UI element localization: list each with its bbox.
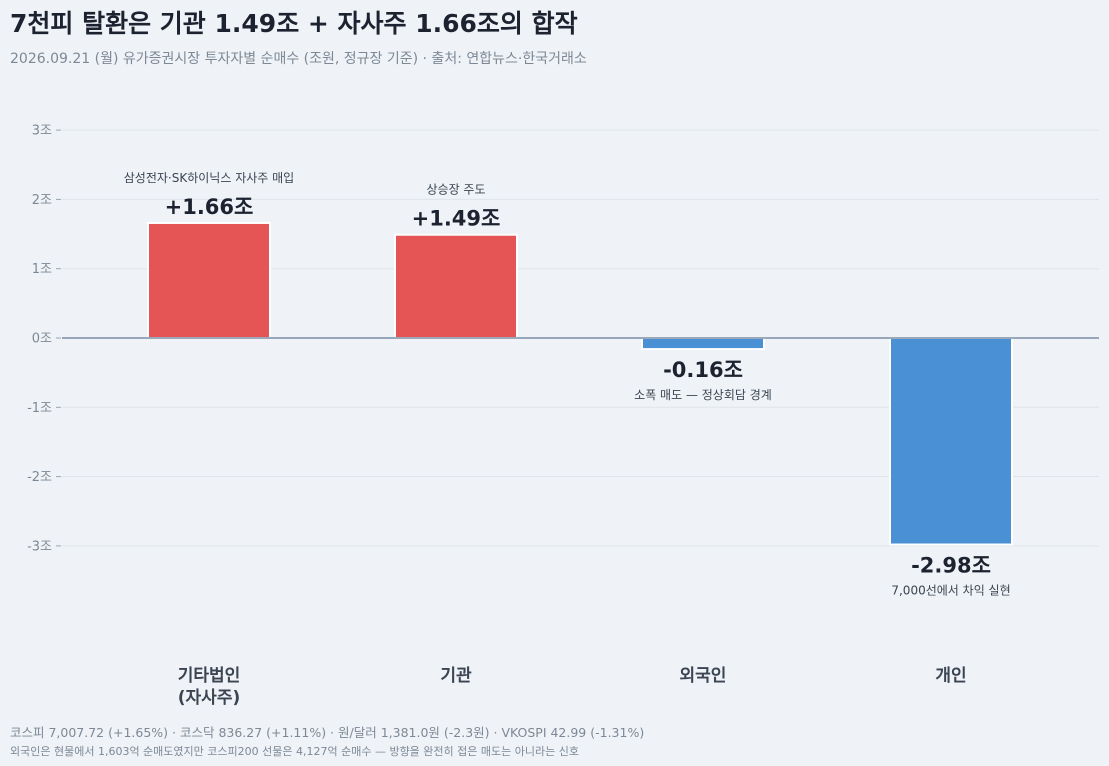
market-summary: 코스피 7,007.72 (+1.65%) · 코스닥 836.27 (+1.1… [10, 725, 645, 740]
x-tick-label: 외국인 [680, 666, 727, 686]
y-tick-label: -1조 [27, 401, 52, 416]
bar [147, 221, 271, 340]
bar-labels: +1.66조 삼성전자·SK하이닉스 자사주 매입 +1.49조 상승장 주도 -0.1… [124, 171, 1011, 598]
x-axis: 기타법인(자사주) 기관 외국인 개인 [178, 666, 967, 708]
chart-title: 7천피 탈환은 기관 1.49조 + 자사주 1.66조의 합작 [10, 9, 578, 38]
value-label: -2.98조 [911, 554, 991, 578]
bar-note: 소폭 매도 — 정상회담 경계 [634, 388, 772, 402]
y-tick-label: -2조 [27, 470, 52, 485]
bar-note: 7,000선에서 차익 실현 [891, 584, 1010, 598]
y-tick-label: 0조 [32, 332, 52, 347]
bars [147, 221, 1013, 546]
value-label: +1.66조 [165, 195, 254, 219]
y-axis: 3조 2조 1조 0조 -1조 -2조 -3조 [27, 124, 61, 554]
y-tick-label: 2조 [32, 193, 52, 208]
bar [394, 233, 518, 339]
bar-note: 삼성전자·SK하이닉스 자사주 매입 [124, 171, 294, 185]
x-tick-label: 기관 [440, 666, 472, 686]
x-tick-label: (자사주) [178, 688, 240, 708]
chart-subtitle: 2026.09.21 (월) 유가증권시장 투자자별 순매수 (조원, 정규장 … [10, 51, 587, 67]
bar-note: 상승장 주도 [426, 183, 485, 197]
value-label: +1.49조 [412, 207, 501, 231]
y-tick-label: 3조 [32, 124, 52, 139]
x-tick-label: 기타법인 [178, 666, 241, 686]
y-tick-label: -3조 [27, 539, 52, 554]
bar [641, 337, 765, 351]
footnote: 외국인은 현물에서 1,603억 순매도였지만 코스피200 선물은 4,127… [10, 745, 579, 758]
bar [889, 337, 1013, 546]
value-label: -0.16조 [663, 358, 743, 382]
x-tick-label: 개인 [935, 666, 966, 686]
y-tick-label: 1조 [32, 262, 52, 277]
